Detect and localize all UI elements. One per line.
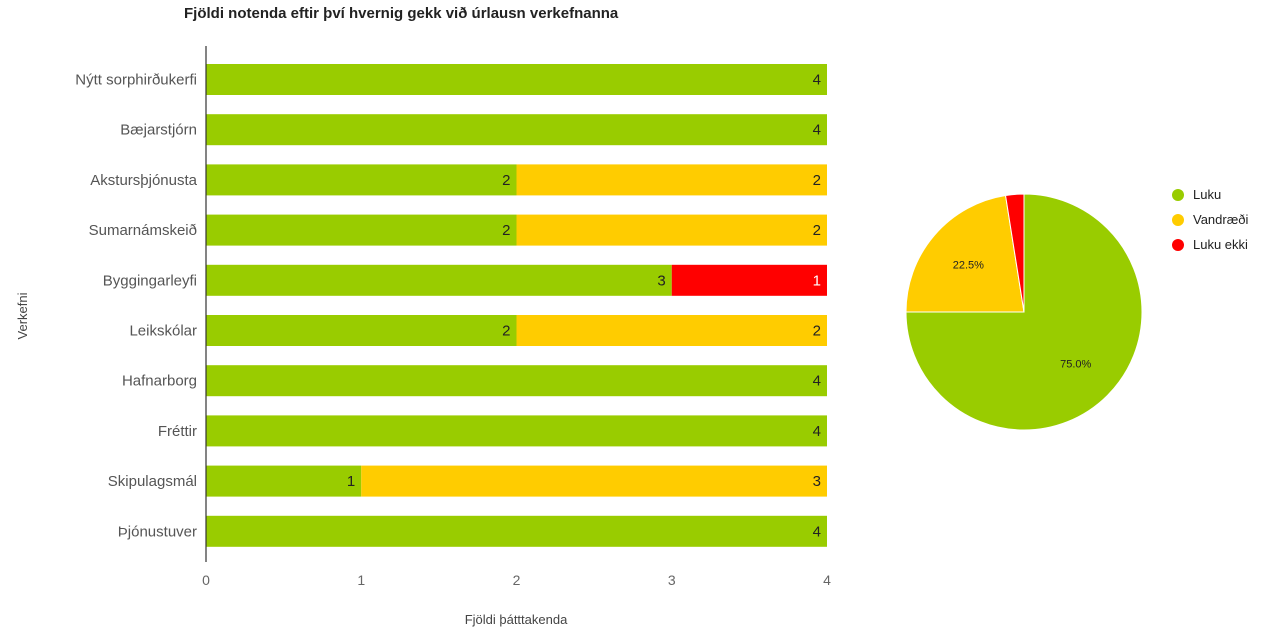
bar-nytt-sorphirdukerfi-luku bbox=[206, 64, 827, 95]
pie-label-vandraedi: 22.5% bbox=[953, 259, 984, 271]
bar-thjonustuver-luku bbox=[206, 515, 827, 547]
y-tick-label-hafnarborg: Hafnarborg bbox=[122, 373, 197, 390]
bar-akstursthjonusta-luku bbox=[206, 164, 517, 196]
pie-chart: 75.0% 22.5% bbox=[905, 193, 1143, 431]
y-tick-label-frettir: Fréttir bbox=[158, 423, 197, 440]
legend-swatch-luku bbox=[1172, 188, 1184, 201]
bar-byggingarleyfi-luku bbox=[206, 264, 672, 296]
bar-skipulagsmal-luku bbox=[206, 465, 362, 497]
bar-value-label-sumarnamskeid-vandraedi: 2 bbox=[813, 222, 821, 239]
legend-item-vandraedi: Vandræði bbox=[1172, 211, 1248, 228]
legend-swatch-vandraedi bbox=[1172, 213, 1184, 226]
bar-sumarnamskeid-vandraedi bbox=[516, 214, 827, 246]
legend-label-luku: Luku bbox=[1193, 187, 1222, 202]
pie-label-luku: 75.0% bbox=[1060, 359, 1091, 371]
y-tick-label-leikskolar: Leikskólar bbox=[129, 323, 197, 340]
bar-chart: Nýtt sorphirðukerfi 4 Bæjarstjórn 4 Akstursþ… bbox=[15, 46, 831, 627]
y-axis-label: Verkefni bbox=[15, 292, 30, 339]
bar-value-label-byggingarleyfi-luku: 3 bbox=[657, 272, 665, 289]
y-tick-label-akstursthjonusta: Akstursþjónusta bbox=[90, 172, 197, 189]
bar-value-label-frettir-luku: 4 bbox=[813, 423, 821, 440]
legend-item-luku: Luku bbox=[1172, 186, 1248, 203]
y-tick-label-nytt-sorphirdukerfi: Nýtt sorphirðukerfi bbox=[75, 72, 197, 89]
bar-skipulagsmal-vandraedi bbox=[361, 465, 827, 497]
x-tick-label-4: 4 bbox=[823, 572, 831, 588]
bar-value-label-sumarnamskeid-luku: 2 bbox=[502, 222, 510, 239]
bar-value-label-hafnarborg-luku: 4 bbox=[813, 373, 821, 390]
y-tick-label-sumarnamskeid: Sumarnámskeið bbox=[89, 222, 197, 239]
x-tick-label-0: 0 bbox=[202, 572, 210, 588]
y-tick-label-byggingarleyfi: Byggingarleyfi bbox=[103, 272, 197, 289]
bar-baejarstjorn-luku bbox=[206, 114, 827, 146]
bar-value-label-nytt-sorphirdukerfi-luku: 4 bbox=[813, 72, 821, 89]
legend-label-vandraedi: Vandræði bbox=[1193, 212, 1249, 227]
bar-akstursthjonusta-vandraedi bbox=[516, 164, 827, 196]
pie-slice-vandraedi bbox=[905, 194, 1025, 313]
x-tick-label-3: 3 bbox=[668, 572, 676, 588]
x-axis-label: Fjöldi þátttakenda bbox=[465, 612, 568, 627]
bar-byggingarleyfi-luku-ekki bbox=[671, 264, 827, 296]
bar-value-label-skipulagsmal-vandraedi: 3 bbox=[813, 473, 821, 490]
bar-frettir-luku bbox=[206, 415, 827, 447]
pie-legend: Luku Vandræði Luku ekki bbox=[1172, 186, 1248, 261]
legend-label-luku-ekki: Luku ekki bbox=[1193, 237, 1248, 252]
x-tick-label-1: 1 bbox=[357, 572, 365, 588]
x-tick-label-2: 2 bbox=[513, 572, 521, 588]
bar-hafnarborg-luku bbox=[206, 365, 827, 397]
pie-slice-luku bbox=[905, 193, 1143, 431]
bar-value-label-baejarstjorn-luku: 4 bbox=[813, 122, 821, 139]
bar-sumarnamskeid-luku bbox=[206, 214, 517, 246]
bar-value-label-leikskolar-vandraedi: 2 bbox=[813, 323, 821, 340]
bar-leikskolar-vandraedi bbox=[516, 315, 827, 346]
chart-title: Fjöldi notenda eftir því hvernig gekk vi… bbox=[184, 5, 619, 22]
bar-value-label-byggingarleyfi-luku-ekki: 1 bbox=[813, 272, 821, 289]
bar-value-label-akstursthjonusta-luku: 2 bbox=[502, 172, 510, 189]
bar-value-label-leikskolar-luku: 2 bbox=[502, 323, 510, 340]
bar-value-label-akstursthjonusta-vandraedi: 2 bbox=[813, 172, 821, 189]
y-tick-label-skipulagsmal: Skipulagsmál bbox=[108, 473, 197, 490]
bar-value-label-skipulagsmal-luku: 1 bbox=[347, 473, 355, 490]
y-tick-label-baejarstjorn: Bæjarstjórn bbox=[120, 122, 197, 139]
legend-swatch-luku-ekki bbox=[1172, 238, 1184, 251]
bar-leikskolar-luku bbox=[206, 315, 517, 346]
y-tick-label-thjonustuver: Þjónustuver bbox=[118, 523, 197, 540]
legend-item-luku-ekki: Luku ekki bbox=[1172, 236, 1248, 253]
bar-value-label-thjonustuver-luku: 4 bbox=[813, 523, 821, 540]
pie-slice-luku-ekki bbox=[1004, 193, 1025, 313]
